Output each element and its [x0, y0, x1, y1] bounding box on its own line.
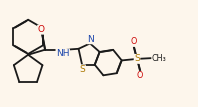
Text: O: O — [131, 37, 137, 47]
Text: S: S — [80, 65, 85, 74]
Text: NH: NH — [56, 49, 69, 58]
Text: CH₃: CH₃ — [152, 54, 167, 62]
Text: O: O — [137, 71, 143, 80]
Text: S: S — [134, 54, 140, 63]
Text: O: O — [38, 25, 45, 34]
Text: N: N — [87, 35, 94, 44]
